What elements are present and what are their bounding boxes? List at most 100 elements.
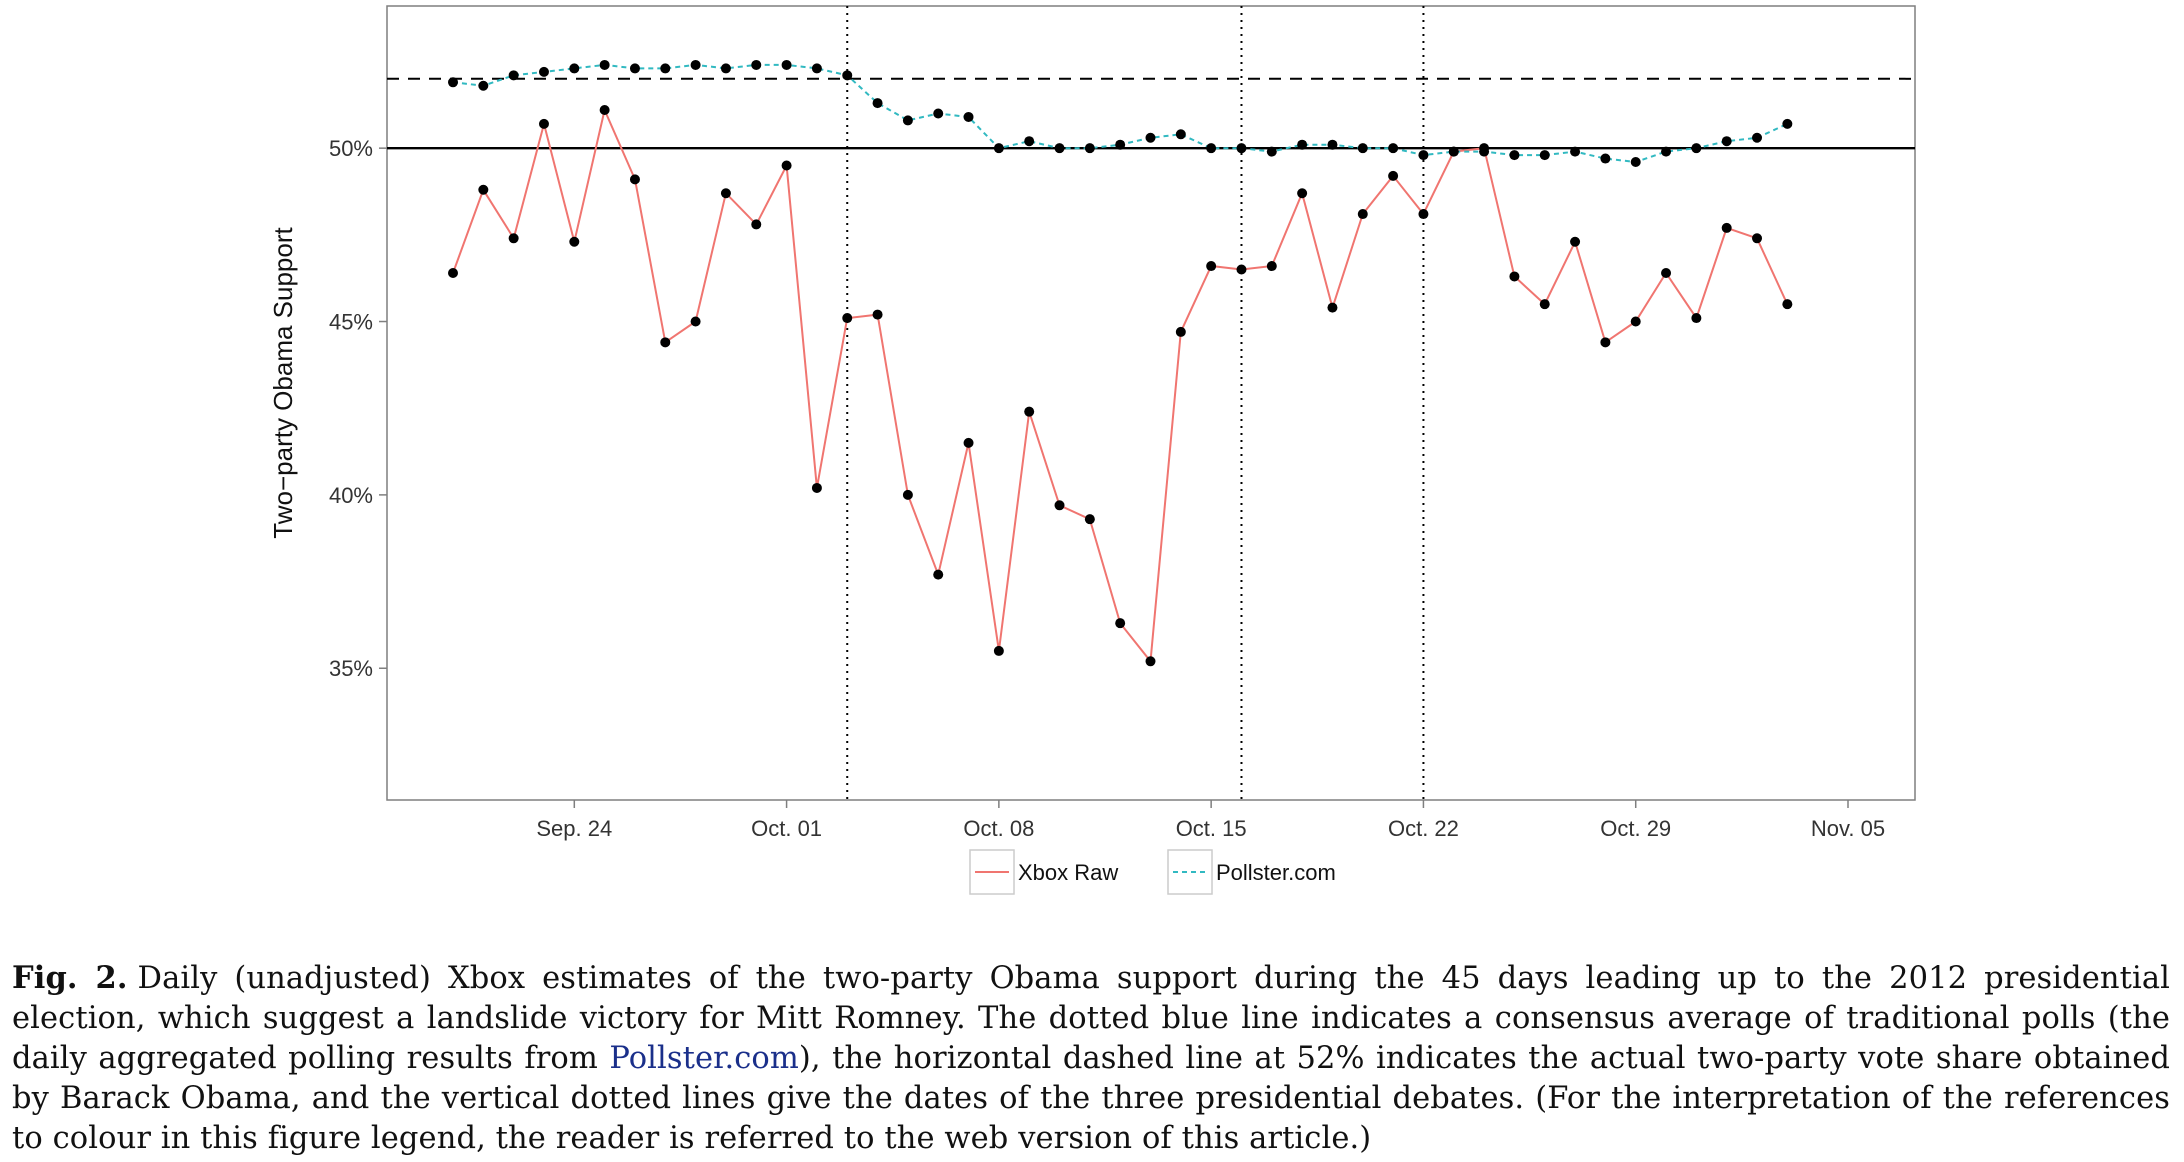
data-point <box>538 66 549 77</box>
x-tick-label: Oct. 08 <box>963 816 1034 841</box>
data-point <box>629 174 640 185</box>
data-point <box>1630 316 1641 327</box>
data-point <box>1630 157 1641 168</box>
data-point <box>1054 500 1065 511</box>
data-point <box>629 63 640 74</box>
data-point <box>538 118 549 129</box>
data-point <box>1691 313 1702 324</box>
data-point <box>1388 143 1399 154</box>
data-point <box>1691 143 1702 154</box>
data-point <box>963 111 974 122</box>
data-point <box>902 489 913 500</box>
caption-text-part-2: ), the horizontal dashed line at 52% ind… <box>12 1041 2170 1156</box>
data-point <box>1782 299 1793 310</box>
data-point <box>872 98 883 109</box>
data-point <box>508 233 519 244</box>
data-point <box>1661 267 1672 278</box>
data-point <box>720 188 731 199</box>
data-point <box>1661 146 1672 157</box>
data-point <box>1024 406 1035 417</box>
data-point <box>1418 150 1429 161</box>
y-tick-label: 40% <box>329 483 373 508</box>
data-point <box>933 569 944 580</box>
data-point <box>1175 326 1186 337</box>
data-point <box>690 316 701 327</box>
data-point <box>1509 150 1520 161</box>
data-point <box>1600 337 1611 348</box>
x-tick-label: Oct. 29 <box>1600 816 1671 841</box>
data-point <box>993 143 1004 154</box>
data-point <box>1175 129 1186 140</box>
data-point <box>1145 656 1156 667</box>
legend-label: Pollster.com <box>1216 860 1336 885</box>
y-tick-label: 45% <box>329 310 373 335</box>
caption-label: Fig. 2. <box>12 960 128 996</box>
x-tick-label: Nov. 05 <box>1811 816 1885 841</box>
data-point <box>720 63 731 74</box>
x-tick-label: Sep. 24 <box>536 816 612 841</box>
data-point <box>963 437 974 448</box>
data-point <box>1448 146 1459 157</box>
data-point <box>1418 209 1429 220</box>
data-point <box>1084 143 1095 154</box>
data-point <box>1115 139 1126 150</box>
data-point <box>1084 514 1095 525</box>
data-point <box>902 115 913 126</box>
data-point <box>1266 146 1277 157</box>
data-point <box>1388 170 1399 181</box>
data-point <box>1236 264 1247 275</box>
legend-label: Xbox Raw <box>1018 860 1118 885</box>
data-point <box>1024 136 1035 147</box>
data-point <box>1327 139 1338 150</box>
data-point <box>842 313 853 324</box>
data-point <box>1206 261 1217 272</box>
series-line <box>452 106 1789 664</box>
data-point <box>1115 618 1126 629</box>
data-point <box>751 59 762 70</box>
data-point <box>1721 136 1732 147</box>
data-point <box>478 80 489 91</box>
plot-panel <box>386 5 1916 801</box>
data-point <box>660 337 671 348</box>
data-point <box>690 59 701 70</box>
data-point <box>1236 143 1247 154</box>
line-chart: 35% 40% 45% 50% Sep. 24 Oct. 01 Oct. 08 Oct. 15… <box>268 5 1916 895</box>
y-axis-label: Two−party Obama Support <box>268 227 298 539</box>
data-point <box>599 105 610 116</box>
y-tick-label: 50% <box>329 136 373 161</box>
x-tick-label: Oct. 22 <box>1388 816 1459 841</box>
data-point <box>751 219 762 230</box>
data-point <box>1297 139 1308 150</box>
data-point <box>1600 153 1611 164</box>
data-point <box>448 267 458 278</box>
y-tick-label: 35% <box>329 656 373 681</box>
data-point <box>448 77 458 88</box>
data-point <box>842 70 853 81</box>
x-tick-label: Oct. 15 <box>1176 816 1247 841</box>
data-point <box>1479 146 1490 157</box>
data-point <box>599 59 610 70</box>
data-point <box>993 645 1004 656</box>
data-point <box>781 160 792 171</box>
data-point <box>933 108 944 119</box>
data-point <box>1570 146 1581 157</box>
x-tick-label: Oct. 01 <box>751 816 822 841</box>
data-point <box>811 63 822 74</box>
data-point <box>1752 132 1763 143</box>
data-point <box>508 70 519 81</box>
data-point <box>569 63 580 74</box>
data-point <box>781 59 792 70</box>
data-point <box>1357 209 1368 220</box>
data-point <box>1145 132 1156 143</box>
data-point <box>1206 143 1217 154</box>
data-point <box>1570 236 1581 247</box>
caption-text-part-1: Daily (unadjusted) Xbox estimates of the… <box>12 961 2170 1076</box>
data-point <box>1539 150 1550 161</box>
data-point <box>872 309 883 320</box>
data-point <box>1054 143 1065 154</box>
data-point <box>1539 299 1550 310</box>
figure-caption: Fig. 2. Daily (unadjusted) Xbox estimates… <box>12 958 2170 1159</box>
data-point <box>569 236 580 247</box>
pollster-link[interactable]: Pollster.com <box>609 1041 799 1076</box>
data-point <box>1266 261 1277 272</box>
